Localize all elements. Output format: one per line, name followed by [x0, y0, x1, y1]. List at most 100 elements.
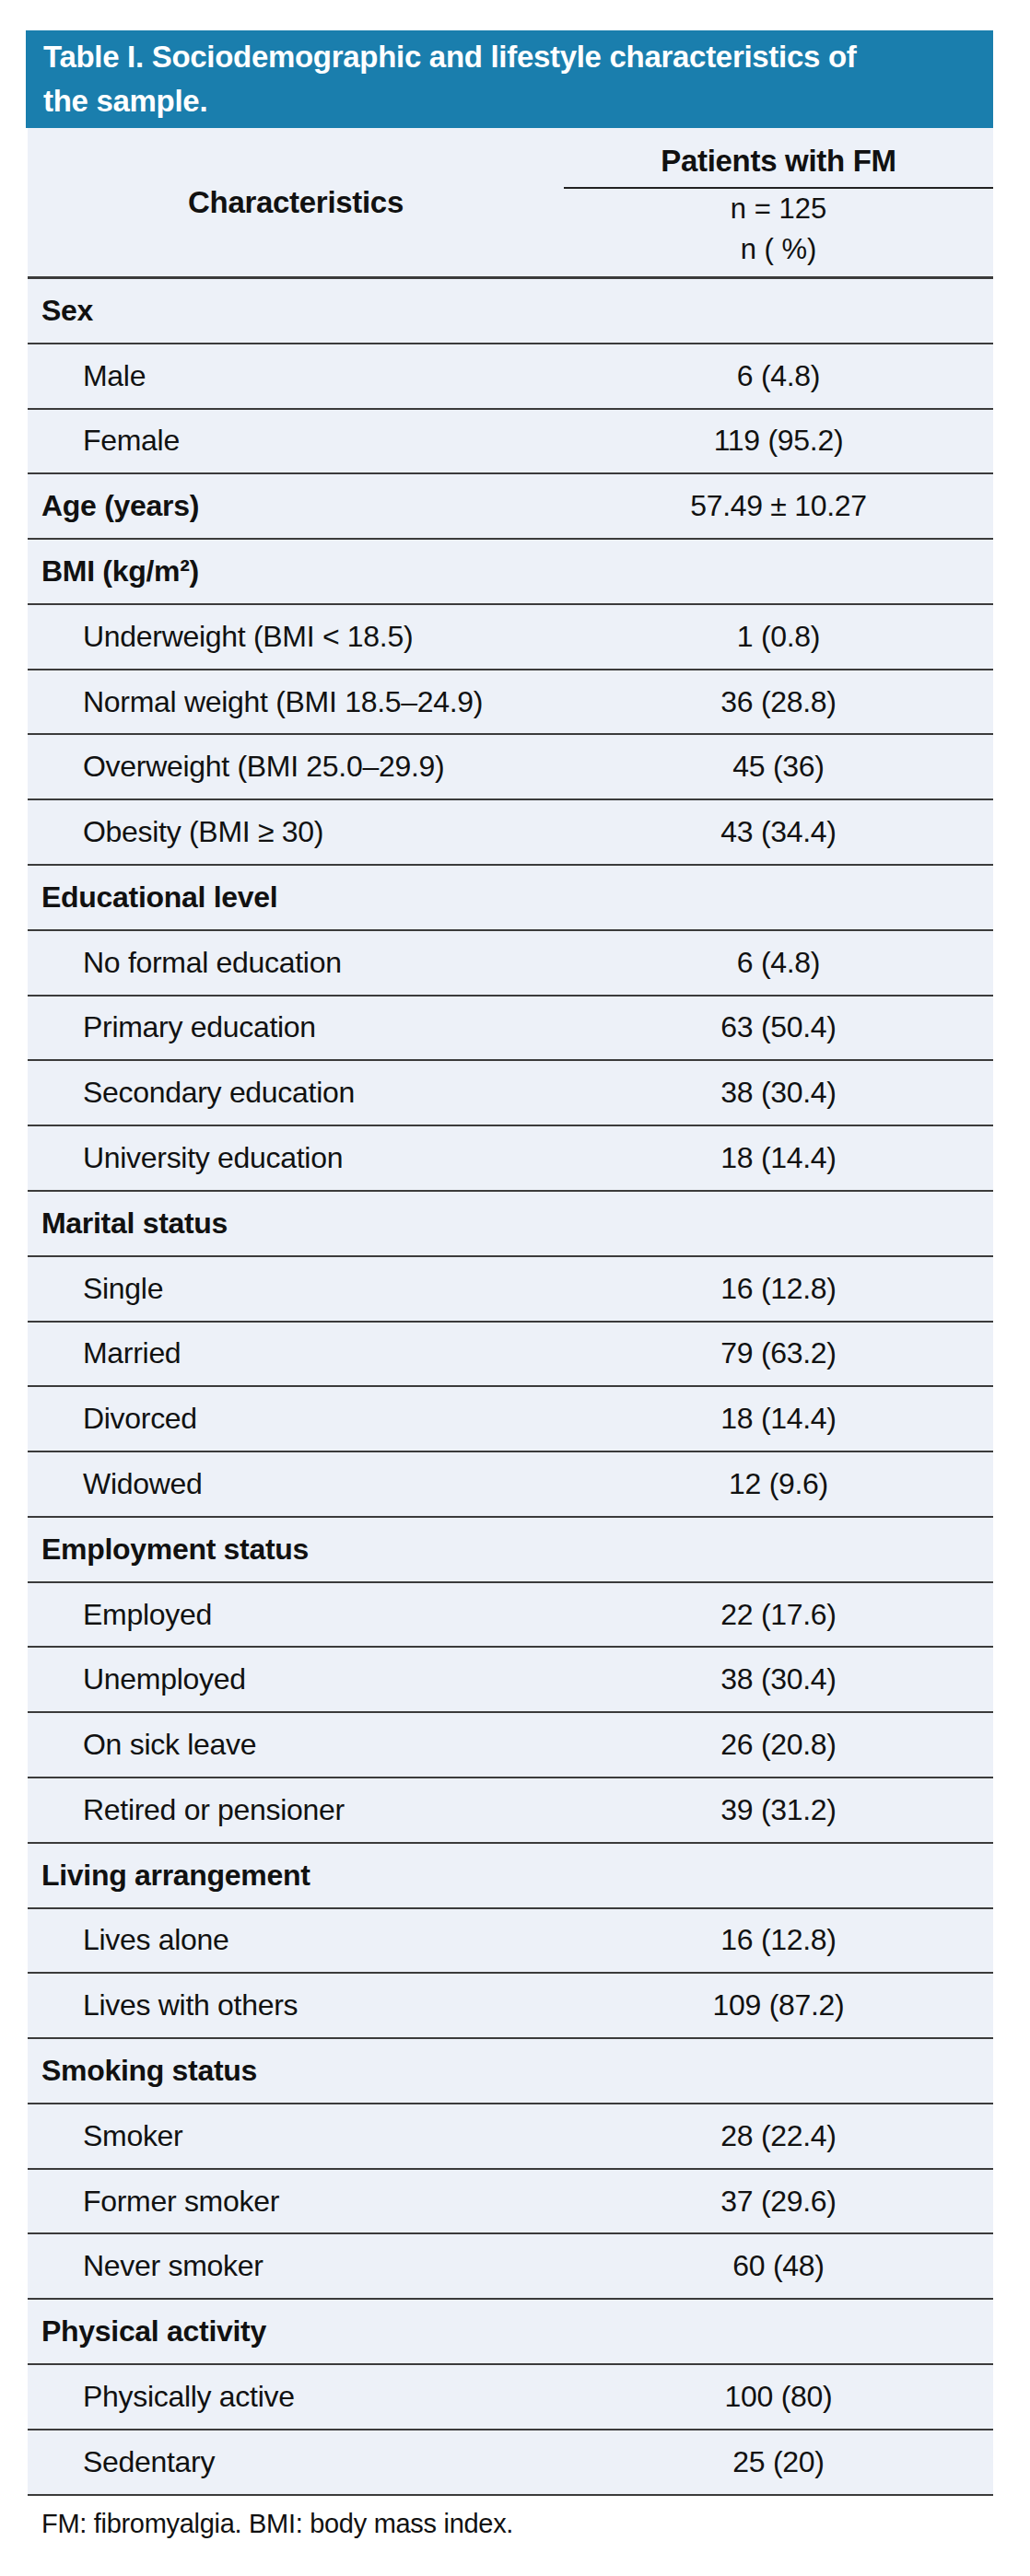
table-title-line-1: Table I. Sociodemographic and lifestyle …	[43, 35, 986, 79]
row-value: 25 (20)	[564, 2445, 993, 2479]
row-label: Retired or pensioner	[28, 1793, 564, 1827]
row-label: University education	[28, 1141, 564, 1175]
row-label: Single	[28, 1272, 564, 1306]
table-row: Physical activity	[28, 2300, 993, 2365]
table-row: BMI (kg/m²)	[28, 540, 993, 605]
row-label: Living arrangement	[28, 1859, 564, 1893]
row-value: 39 (31.2)	[564, 1793, 993, 1827]
table-body: SexMale6 (4.8)Female119 (95.2)Age (years…	[28, 279, 993, 2496]
row-value: 100 (80)	[564, 2380, 993, 2414]
row-label: Employment status	[28, 1533, 564, 1567]
table-row: Married79 (63.2)	[28, 1323, 993, 1388]
row-label: Divorced	[28, 1402, 564, 1436]
table-row: Lives with others109 (87.2)	[28, 1974, 993, 2039]
row-value: 18 (14.4)	[564, 1141, 993, 1175]
row-label: Never smoker	[28, 2249, 564, 2283]
row-label: Sex	[28, 294, 564, 328]
row-value: 37 (29.6)	[564, 2185, 993, 2219]
row-label: Overweight (BMI 25.0–29.9)	[28, 750, 564, 784]
row-value: 45 (36)	[564, 750, 993, 784]
row-value: 36 (28.8)	[564, 685, 993, 719]
table-row: Underweight (BMI < 18.5)1 (0.8)	[28, 605, 993, 670]
row-label: Underweight (BMI < 18.5)	[28, 620, 564, 654]
subheader-n: n = 125	[731, 189, 826, 229]
row-label: Unemployed	[28, 1662, 564, 1696]
table-row: Living arrangement	[28, 1844, 993, 1909]
row-value: 57.49 ± 10.27	[564, 489, 993, 523]
table-row: Sedentary25 (20)	[28, 2430, 993, 2496]
row-label: Widowed	[28, 1467, 564, 1501]
table-row: Lives alone16 (12.8)	[28, 1909, 993, 1975]
table-row: Normal weight (BMI 18.5–24.9)36 (28.8)	[28, 670, 993, 736]
row-label: Primary education	[28, 1010, 564, 1044]
table-row: University education18 (14.4)	[28, 1126, 993, 1192]
row-label: Physical activity	[28, 2314, 564, 2349]
patients-with-fm-label: Patients with FM	[661, 135, 896, 187]
table-row: Smoking status	[28, 2039, 993, 2104]
table-row: Marital status	[28, 1192, 993, 1257]
row-label: Lives with others	[28, 1988, 564, 2022]
table-row: Physically active100 (80)	[28, 2365, 993, 2430]
row-value: 18 (14.4)	[564, 1402, 993, 1436]
table-row: Unemployed38 (30.4)	[28, 1648, 993, 1713]
table-row: Female119 (95.2)	[28, 410, 993, 475]
table-title-bar: Table I. Sociodemographic and lifestyle …	[26, 30, 993, 128]
row-value: 28 (22.4)	[564, 2119, 993, 2153]
row-value: 1 (0.8)	[564, 620, 993, 654]
table-footnote: FM: fibromyalgia. BMI: body mass index.	[41, 2509, 513, 2539]
table-row: On sick leave26 (20.8)	[28, 1713, 993, 1778]
row-value: 16 (12.8)	[564, 1272, 993, 1306]
row-value: 38 (30.4)	[564, 1076, 993, 1110]
row-label: Educational level	[28, 880, 564, 915]
row-label: Smoker	[28, 2119, 564, 2153]
row-value: 6 (4.8)	[564, 946, 993, 980]
row-label: Smoking status	[28, 2054, 564, 2088]
row-value: 22 (17.6)	[564, 1598, 993, 1632]
row-label: Employed	[28, 1598, 564, 1632]
table-row: No formal education6 (4.8)	[28, 931, 993, 997]
table-row: Male6 (4.8)	[28, 344, 993, 410]
table-row: Educational level	[28, 866, 993, 931]
subheader-n-percent: n ( %)	[741, 229, 817, 270]
table-row: Age (years)57.49 ± 10.27	[28, 474, 993, 540]
row-value: 26 (20.8)	[564, 1728, 993, 1762]
row-label: On sick leave	[28, 1728, 564, 1762]
row-value: 79 (63.2)	[564, 1336, 993, 1370]
column-header-characteristics: Characteristics	[28, 128, 564, 276]
row-value: 12 (9.6)	[564, 1467, 993, 1501]
row-value: 60 (48)	[564, 2249, 993, 2283]
table-row: Primary education63 (50.4)	[28, 997, 993, 1062]
table-row: Obesity (BMI ≥ 30)43 (34.4)	[28, 800, 993, 866]
table-row: Divorced18 (14.4)	[28, 1387, 993, 1452]
row-value: 6 (4.8)	[564, 359, 993, 393]
row-value: 119 (95.2)	[564, 424, 993, 458]
table-title-line-2: the sample.	[43, 79, 986, 123]
row-value: 109 (87.2)	[564, 1988, 993, 2022]
table-row: Sex	[28, 279, 993, 344]
row-label: BMI (kg/m²)	[28, 554, 564, 589]
row-label: Age (years)	[28, 489, 564, 523]
row-label: Normal weight (BMI 18.5–24.9)	[28, 685, 564, 719]
row-label: Physically active	[28, 2380, 564, 2414]
row-label: Former smoker	[28, 2185, 564, 2219]
table-row: Single16 (12.8)	[28, 1257, 993, 1323]
row-label: Married	[28, 1336, 564, 1370]
table-row: Secondary education38 (30.4)	[28, 1061, 993, 1126]
table-row: Employment status	[28, 1518, 993, 1583]
row-label: Sedentary	[28, 2445, 564, 2479]
table-row: Employed22 (17.6)	[28, 1583, 993, 1649]
table-row: Never smoker60 (48)	[28, 2234, 993, 2300]
row-label: Male	[28, 359, 564, 393]
table-row: Smoker28 (22.4)	[28, 2104, 993, 2170]
row-label: Lives alone	[28, 1923, 564, 1957]
row-label: Obesity (BMI ≥ 30)	[28, 815, 564, 849]
row-value: 63 (50.4)	[564, 1010, 993, 1044]
row-label: No formal education	[28, 946, 564, 980]
row-value: 38 (30.4)	[564, 1662, 993, 1696]
row-label: Secondary education	[28, 1076, 564, 1110]
column-header-patients-with-fm: Patients with FM n = 125 n ( %)	[564, 128, 993, 276]
row-value: 43 (34.4)	[564, 815, 993, 849]
table-header: Characteristics Patients with FM n = 125…	[28, 128, 993, 279]
sociodemographic-table: Characteristics Patients with FM n = 125…	[28, 128, 993, 2496]
table-row: Widowed12 (9.6)	[28, 1452, 993, 1518]
